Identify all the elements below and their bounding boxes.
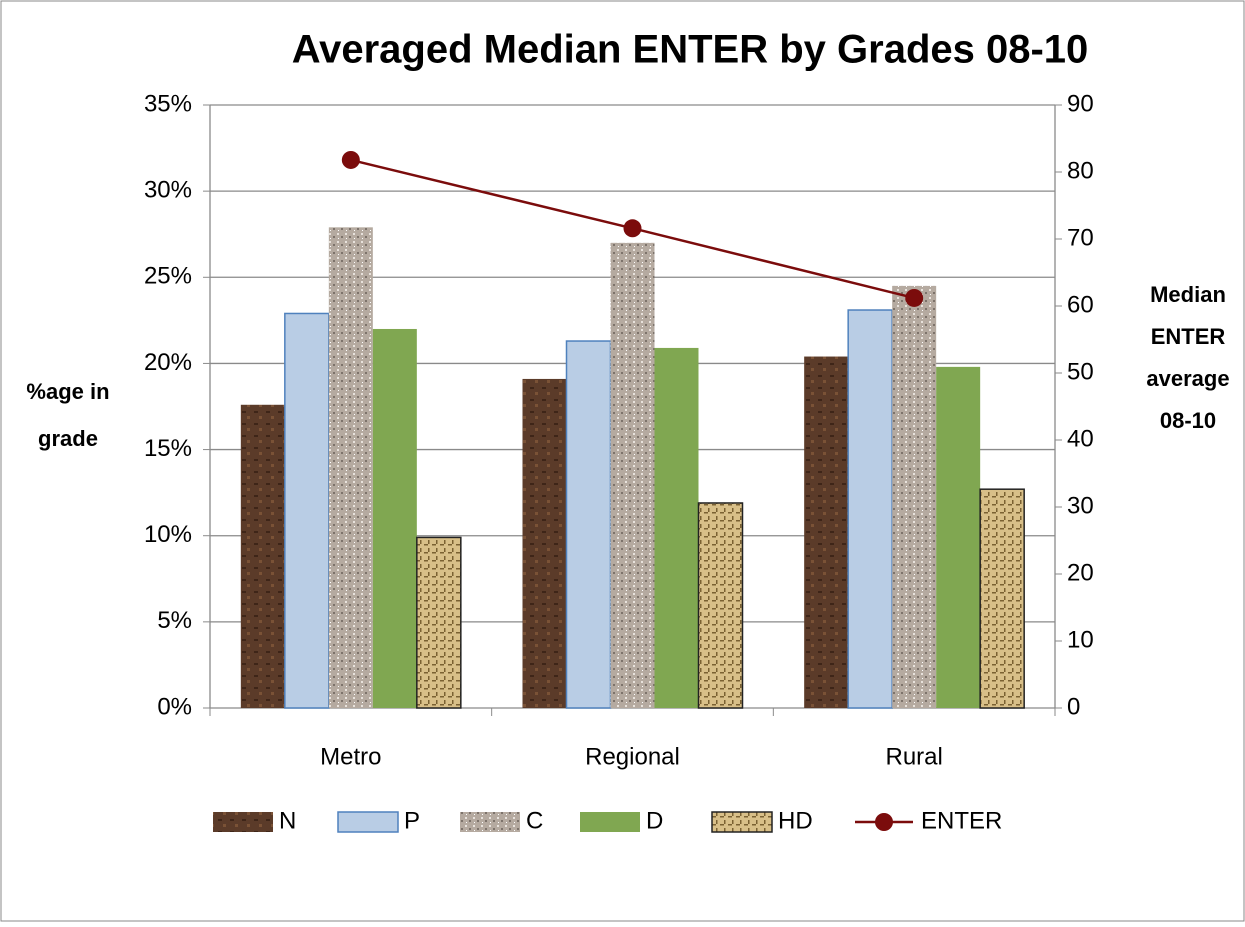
bar — [892, 285, 937, 708]
bar — [610, 242, 655, 709]
bar — [372, 328, 417, 708]
bar — [654, 347, 699, 708]
bar — [565, 340, 612, 709]
y2-tick-label: 20 — [1067, 559, 1094, 586]
y-tick-label: 5% — [157, 607, 192, 634]
bar — [936, 366, 981, 708]
y2-tick-label: 0 — [1067, 693, 1080, 720]
y2-tick-label: 10 — [1067, 626, 1094, 653]
y2-axis-label: Median ENTER average 08-10 — [1146, 282, 1229, 433]
y2-tick-label: 60 — [1067, 291, 1094, 318]
legend-swatch — [460, 812, 520, 832]
y-tick-label: 0% — [157, 693, 192, 720]
legend-label: P — [404, 807, 420, 834]
legend-swatch — [580, 812, 640, 832]
y2-tick-label: 70 — [1067, 224, 1094, 251]
y2-tick-label: 80 — [1067, 157, 1094, 184]
bar — [522, 378, 567, 708]
bar — [804, 356, 849, 708]
y-tick-label: 30% — [144, 176, 192, 203]
legend-swatch — [875, 813, 893, 831]
y2-tick-label: 40 — [1067, 425, 1094, 452]
legend-label: C — [526, 807, 543, 834]
bar — [240, 404, 285, 708]
legend-swatch — [213, 812, 273, 832]
y2-tick-label: 50 — [1067, 358, 1094, 385]
y-tick-label: 10% — [144, 521, 192, 548]
y-tick-label: 20% — [144, 349, 192, 376]
legend-swatch — [711, 811, 773, 833]
legend-label: HD — [778, 807, 813, 834]
bar — [979, 488, 1025, 709]
line-marker — [905, 288, 924, 307]
bar — [697, 502, 744, 709]
legend-label: N — [279, 807, 296, 834]
line-marker — [623, 219, 642, 238]
x-tick-label: Regional — [585, 743, 680, 770]
x-tick-label: Metro — [320, 743, 381, 770]
x-tick-label: Rural — [885, 743, 942, 770]
y-tick-label: 15% — [144, 435, 192, 462]
y2-tick-label: 90 — [1067, 90, 1094, 117]
bar — [284, 312, 330, 709]
y-tick-label: 25% — [144, 263, 192, 290]
legend-swatch — [337, 811, 399, 833]
y-tick-label: 35% — [144, 90, 192, 117]
chart-title: Averaged Median ENTER by Grades 08-10 — [292, 28, 1089, 72]
legend-label: ENTER — [921, 807, 1002, 834]
bar — [328, 227, 373, 708]
bar — [416, 536, 462, 709]
legend-label: D — [646, 807, 663, 834]
bar — [847, 309, 893, 709]
line-marker — [341, 150, 360, 169]
y2-tick-label: 30 — [1067, 492, 1094, 519]
y-axis-label: %age in grade — [26, 379, 109, 451]
